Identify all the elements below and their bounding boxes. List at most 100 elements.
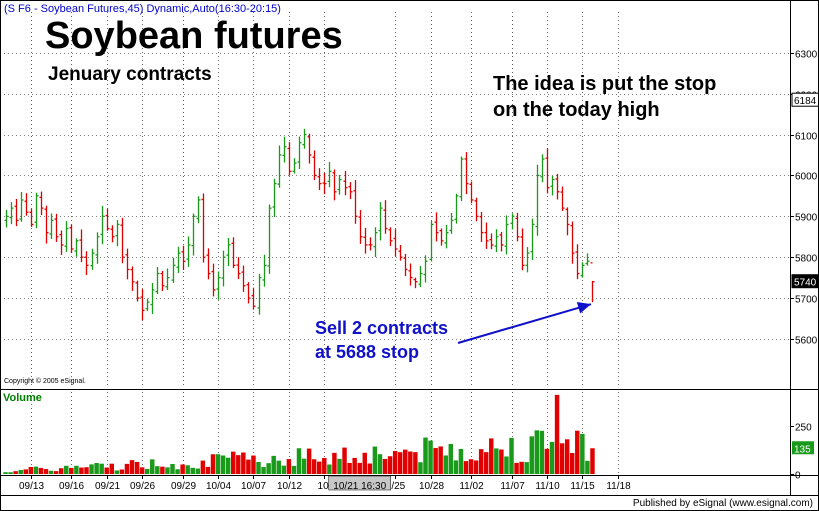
ohlc-bar bbox=[555, 173, 560, 200]
annotation-sell-line2: at 5688 stop bbox=[315, 342, 419, 362]
volume-bar bbox=[519, 461, 524, 474]
volume-bar bbox=[89, 464, 94, 474]
ohlc-bar bbox=[246, 282, 251, 304]
ohlc-bar bbox=[418, 265, 423, 288]
volume-bar bbox=[575, 430, 580, 474]
volume-bar bbox=[134, 461, 140, 474]
ohlc-bar bbox=[24, 193, 29, 216]
ohlc-bar bbox=[368, 237, 373, 251]
ohlc-bar bbox=[565, 207, 570, 236]
ohlc-bar bbox=[191, 213, 196, 256]
ohlc-bar bbox=[570, 221, 575, 264]
annotation-idea-line1: The idea is put the stop bbox=[493, 73, 716, 95]
ohlc-bar bbox=[267, 204, 272, 274]
ohlc-bar bbox=[348, 182, 353, 200]
ohlc-bar bbox=[277, 145, 282, 188]
ohlc-bar bbox=[226, 237, 231, 267]
ohlc-bar bbox=[464, 152, 469, 195]
volume-bar bbox=[175, 469, 180, 474]
ohlc-bar bbox=[150, 283, 155, 315]
volume-bar bbox=[397, 452, 403, 474]
ohlc-bar bbox=[383, 200, 388, 234]
ohlc-bar bbox=[74, 238, 79, 257]
annotation-title: Soybean futures bbox=[45, 15, 343, 57]
volume-bar bbox=[418, 462, 423, 474]
volume-bar bbox=[230, 451, 236, 474]
volume-bar bbox=[468, 459, 474, 474]
volume-bar bbox=[438, 446, 443, 474]
price-bars-layer bbox=[4, 128, 595, 321]
annotation-sell-line1: Sell 2 contracts bbox=[315, 318, 448, 338]
volume-bar bbox=[281, 465, 287, 474]
ohlc-bar bbox=[423, 255, 428, 283]
price-marker-label: 6184 bbox=[794, 96, 817, 107]
time-tick-label: 10/28 bbox=[419, 481, 444, 492]
volume-bar bbox=[69, 467, 74, 474]
volume-bar bbox=[79, 467, 84, 474]
volume-bar bbox=[332, 452, 337, 474]
ohlc-bar bbox=[388, 227, 393, 247]
ohlc-bar bbox=[545, 148, 550, 194]
ohlc-bar bbox=[155, 267, 160, 295]
volume-bar bbox=[261, 467, 266, 474]
sell-arrow bbox=[457, 302, 592, 344]
volume-bar bbox=[544, 448, 550, 474]
volume-bar bbox=[160, 466, 165, 474]
volume-bar bbox=[43, 469, 49, 474]
ohlc-bar bbox=[525, 247, 530, 273]
volume-bar bbox=[18, 469, 23, 474]
ohlc-bar bbox=[272, 178, 277, 218]
volume-bar bbox=[392, 450, 398, 474]
volume-bar bbox=[311, 459, 317, 474]
ohlc-bar bbox=[216, 271, 221, 300]
time-tick-label: 11/02 bbox=[459, 481, 484, 492]
volume-bar bbox=[114, 470, 120, 474]
volume-bar bbox=[48, 470, 54, 474]
volume-bar bbox=[483, 452, 489, 474]
volume-bar bbox=[317, 461, 322, 474]
volume-bar bbox=[94, 462, 99, 474]
volume-bar bbox=[382, 458, 388, 474]
ohlc-bar bbox=[332, 169, 337, 201]
ohlc-bar bbox=[484, 222, 489, 249]
time-tick-label: 10/07 bbox=[241, 481, 266, 492]
volume-bar bbox=[539, 430, 545, 474]
ohlc-bar bbox=[575, 244, 580, 280]
volume-bar bbox=[423, 437, 428, 474]
ohlc-bar bbox=[474, 197, 479, 222]
ohlc-bar bbox=[186, 236, 191, 267]
time-tick-label: 09/29 bbox=[171, 481, 196, 492]
volume-bar bbox=[246, 459, 251, 474]
ohlc-bar bbox=[499, 231, 504, 252]
ohlc-bar bbox=[494, 229, 499, 253]
volume-bar bbox=[241, 452, 246, 474]
volume-bar bbox=[428, 440, 433, 474]
ohlc-bar bbox=[510, 213, 515, 230]
volume-bar bbox=[367, 463, 373, 474]
ohlc-bar bbox=[120, 217, 125, 264]
ohlc-bar bbox=[337, 174, 342, 195]
volume-bar bbox=[489, 438, 494, 474]
ohlc-bar bbox=[110, 225, 115, 243]
ohlc-bar bbox=[211, 263, 216, 297]
volume-bar bbox=[64, 465, 69, 474]
price-tick-label: 5800 bbox=[795, 254, 818, 265]
volume-bar bbox=[357, 462, 362, 474]
volume-bar bbox=[210, 454, 216, 474]
ohlc-bar bbox=[125, 248, 130, 280]
ohlc-bar bbox=[34, 192, 39, 229]
price-tick-label: 5600 bbox=[795, 336, 818, 347]
ohlc-bar bbox=[44, 205, 49, 244]
volume-bar bbox=[529, 436, 534, 474]
volume-bar bbox=[377, 454, 383, 474]
ohlc-bar bbox=[429, 220, 434, 262]
ohlc-bar bbox=[312, 150, 317, 180]
ohlc-bar bbox=[9, 202, 14, 225]
ohlc-bar bbox=[105, 208, 110, 231]
volume-bar bbox=[185, 465, 190, 474]
crosshair-date-box bbox=[328, 475, 391, 491]
ohlc-bar bbox=[262, 254, 267, 287]
ohlc-bar bbox=[39, 191, 44, 216]
volume-bar bbox=[53, 471, 59, 474]
